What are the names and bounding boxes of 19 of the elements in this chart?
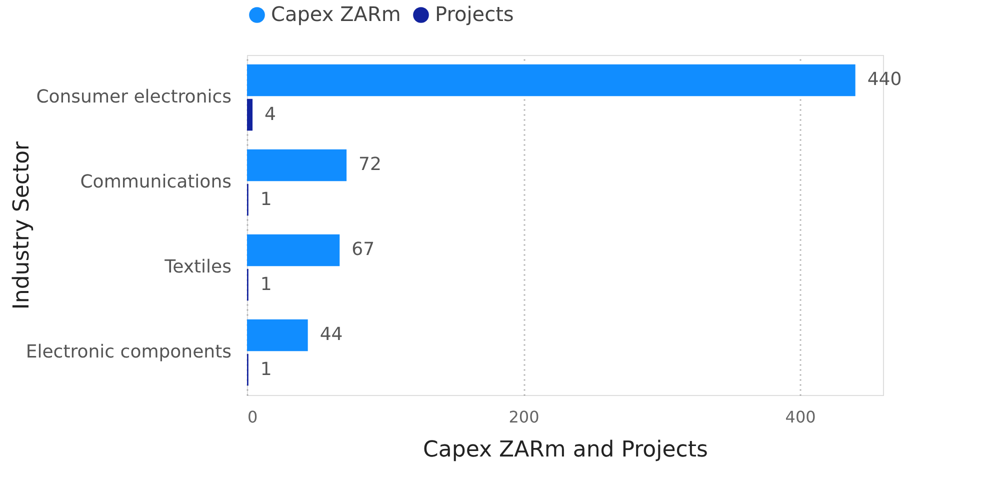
data-label: 1 (260, 188, 272, 210)
x-tick-label: 400 (785, 408, 816, 426)
x-axis-title: Capex ZARm and Projects (423, 438, 708, 462)
x-tick-label: 0 (248, 408, 258, 426)
y-tick-label: Electronic components (26, 342, 232, 362)
y-axis-title: Industry Sector (10, 140, 34, 310)
data-label: 67 (352, 239, 375, 260)
data-label: 440 (867, 69, 902, 90)
data-label: 1 (260, 274, 272, 295)
legend-label: Projects (435, 2, 514, 26)
x-tick-label: 200 (508, 408, 540, 426)
data-label: 72 (358, 154, 382, 176)
data-label: 44 (320, 324, 343, 346)
y-tick-label: Communications (80, 172, 232, 192)
legend-label: Capex ZARm (271, 2, 401, 26)
y-tick-label: Consumer electronics (36, 86, 232, 108)
data-label: 1 (260, 358, 272, 380)
y-tick-label: Textiles (164, 256, 232, 278)
data-label: 4 (264, 104, 276, 125)
